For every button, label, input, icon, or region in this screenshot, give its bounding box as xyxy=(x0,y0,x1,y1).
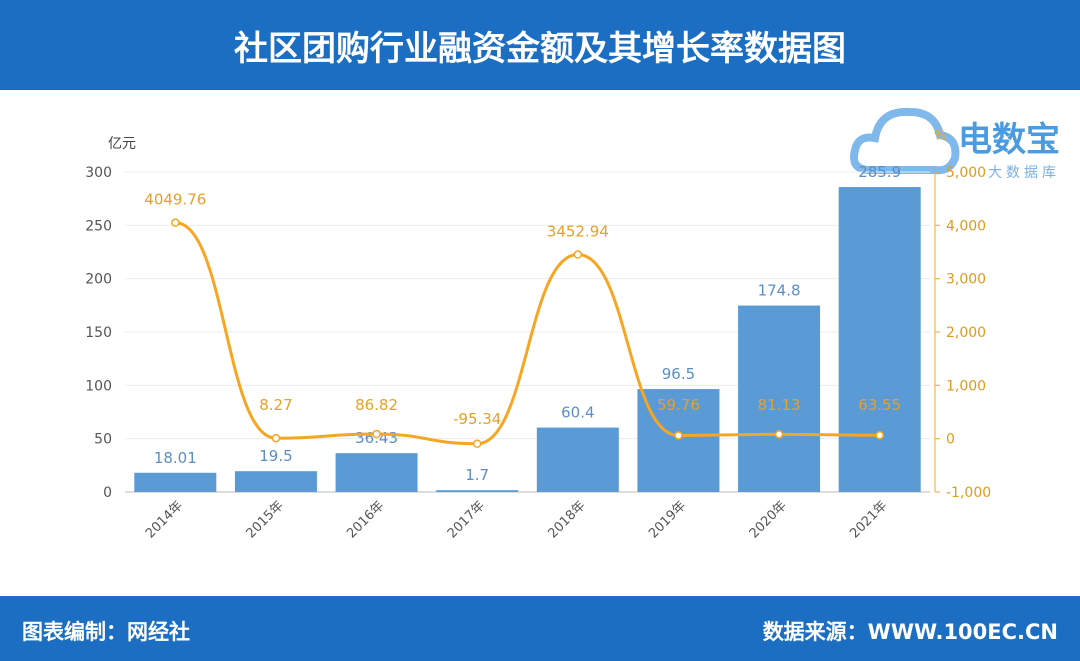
right-tick-label: 5,000 xyxy=(946,165,986,181)
bar-data-label: 18.01 xyxy=(154,449,197,467)
x-tick-label: 2018年 xyxy=(545,498,588,541)
bar xyxy=(738,305,821,492)
x-tick-label: 2016年 xyxy=(344,498,387,541)
line-data-label: -95.34 xyxy=(453,410,501,428)
left-tick-label: 0 xyxy=(103,485,112,501)
footer: 图表编制：网经社 数据来源：WWW.100EC.CN xyxy=(0,596,1080,661)
x-tick-label: 2015年 xyxy=(244,498,287,541)
right-axis-unit: % xyxy=(934,129,946,144)
line-point xyxy=(271,433,281,443)
bar-data-label: 285.9 xyxy=(858,163,901,181)
left-axis-unit: 亿元 xyxy=(108,136,136,152)
right-tick-label: 1,000 xyxy=(946,378,986,394)
x-tick-label: 2021年 xyxy=(847,498,890,541)
logo-tagline: 大数据库 xyxy=(988,165,1060,181)
left-tick-label: 200 xyxy=(85,272,112,288)
right-tick-label: -1,000 xyxy=(946,485,991,501)
footer-source: 数据来源：WWW.100EC.CN xyxy=(762,620,1058,644)
line-point xyxy=(372,429,381,439)
line-data-label: 81.13 xyxy=(758,396,801,414)
x-tick-label: 2020年 xyxy=(747,498,790,541)
right-tick-label: 0 xyxy=(946,432,955,448)
footer-credit: 图表编制：网经社 xyxy=(22,620,190,644)
bar xyxy=(134,472,217,492)
left-tick-label: 300 xyxy=(85,165,112,181)
x-tick-label: 2019年 xyxy=(646,498,689,541)
line-point xyxy=(674,431,683,440)
bar xyxy=(637,389,720,492)
bar-data-label: 60.4 xyxy=(561,404,594,422)
line-point xyxy=(171,218,180,227)
right-tick-label: 2,000 xyxy=(946,325,986,341)
line-point xyxy=(573,250,583,259)
cloud-logo-icon xyxy=(850,107,960,175)
bar-data-label: 1.7 xyxy=(465,466,489,484)
bar xyxy=(838,187,921,493)
line-point xyxy=(472,439,482,449)
line-data-label: 3452.94 xyxy=(547,223,609,241)
line-data-label: 63.55 xyxy=(858,396,901,414)
left-tick-label: 50 xyxy=(94,432,112,448)
bar xyxy=(335,453,418,492)
logo-name: 电数宝 xyxy=(958,120,1060,160)
line-data-label: 86.82 xyxy=(355,396,398,414)
line-point xyxy=(774,430,784,439)
chart-title: 社区团购行业融资金额及其增长率数据图 xyxy=(234,28,846,69)
bar xyxy=(436,490,519,492)
line-data-label: 4049.76 xyxy=(144,191,206,209)
chart-title-bar: 社区团购行业融资金额及其增长率数据图 xyxy=(0,0,1080,90)
left-tick-label: 100 xyxy=(85,378,112,394)
line-data-label: 59.76 xyxy=(657,396,700,414)
bar xyxy=(234,471,317,492)
logo: 电数宝 大数据库 xyxy=(850,100,1080,185)
chart: 0 50 100 150 200 250 300 亿元 -1,000 0 1,000 2,000 3,0… xyxy=(85,129,991,541)
x-tick-label: 2014年 xyxy=(143,498,186,541)
bar-data-label: 96.5 xyxy=(662,365,695,383)
x-tick-label: 2017年 xyxy=(445,498,488,541)
bar-data-label: 19.5 xyxy=(259,447,292,465)
bar-data-label: 174.8 xyxy=(758,282,801,300)
line-point xyxy=(875,431,884,440)
bar xyxy=(536,427,619,492)
line-data-label: 8.27 xyxy=(259,396,292,414)
right-tick-label: 4,000 xyxy=(946,218,986,234)
left-tick-label: 150 xyxy=(85,325,112,341)
left-tick-label: 250 xyxy=(85,218,112,234)
right-tick-label: 3,000 xyxy=(946,272,986,288)
